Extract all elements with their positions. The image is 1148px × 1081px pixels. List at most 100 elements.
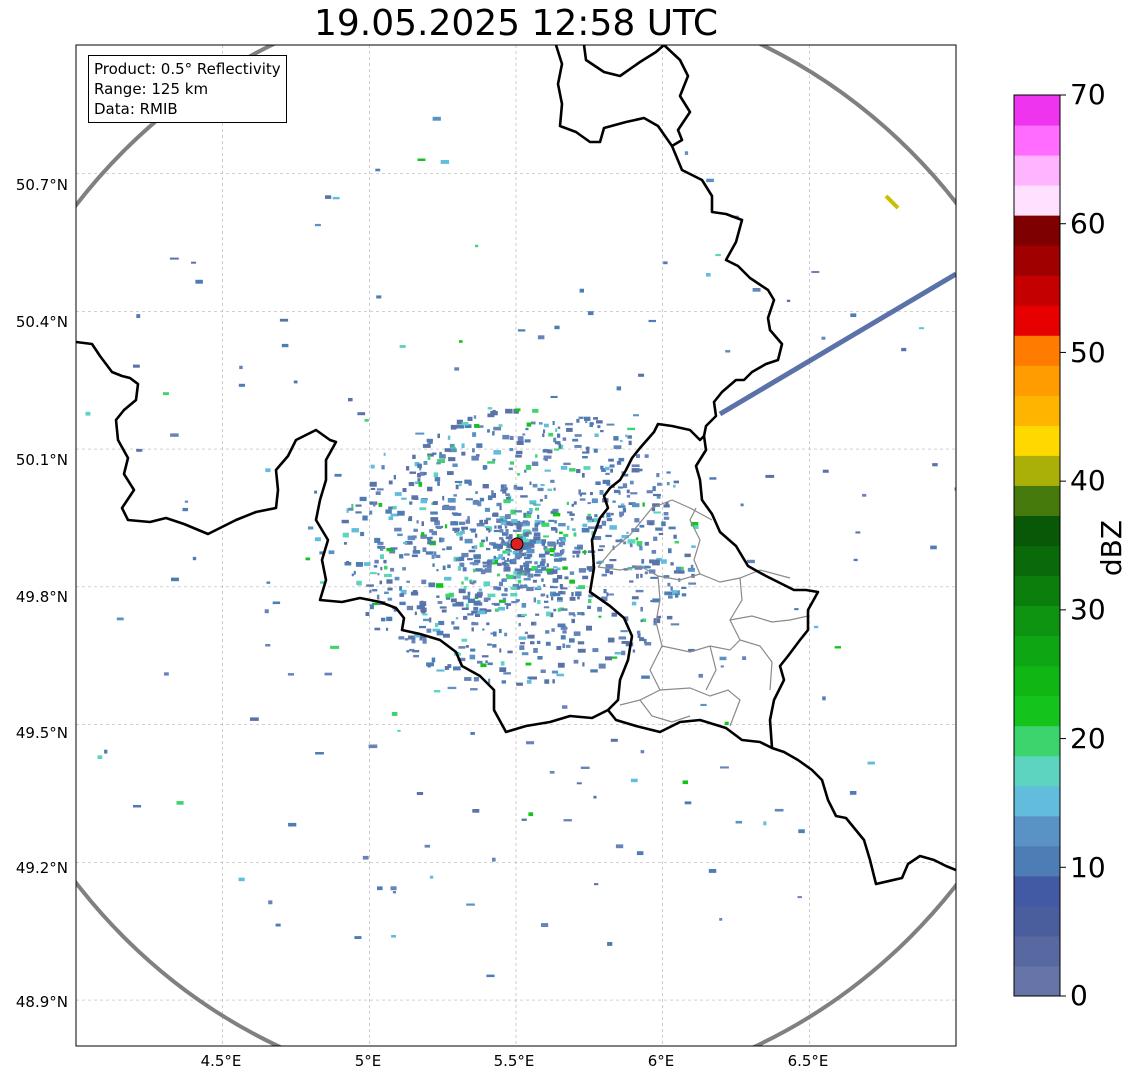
echo-pixel xyxy=(397,729,401,732)
echo-pixel xyxy=(447,471,454,475)
echo-pixel xyxy=(390,886,397,891)
echo-pixel xyxy=(436,526,442,529)
echo-pixel xyxy=(416,792,424,795)
echo-pixel xyxy=(539,499,543,502)
echo-pixel xyxy=(354,936,362,939)
echo-pixel xyxy=(648,521,654,526)
echo-pixel xyxy=(481,655,489,658)
echo-pixel xyxy=(441,609,447,613)
echo-pixel xyxy=(684,151,689,155)
echo-pixel xyxy=(475,244,479,248)
echo-pixel xyxy=(954,487,956,491)
echo-pixel xyxy=(681,586,687,589)
echo-pixel xyxy=(586,516,592,520)
echo-pixel xyxy=(544,458,548,462)
echo-pixel xyxy=(578,492,587,495)
echo-pixel xyxy=(504,632,508,637)
echo-pixel xyxy=(487,643,492,646)
echo-pixel xyxy=(550,569,558,574)
echo-pixel xyxy=(471,622,479,626)
echo-pixel xyxy=(516,573,521,579)
echo-pixel xyxy=(552,508,559,514)
echo-pixel xyxy=(615,844,624,849)
echo-pixel xyxy=(493,426,502,431)
echo-pixel xyxy=(452,527,460,531)
echo-pixel xyxy=(470,688,478,691)
echo-pixel xyxy=(419,635,427,639)
colorbar-tick-label: 50 xyxy=(1070,336,1106,369)
echo-pixel xyxy=(514,510,522,513)
echo-pixel xyxy=(853,558,858,562)
echo-pixel xyxy=(582,662,585,667)
echo-pixel xyxy=(380,566,383,571)
echo-pixel xyxy=(613,436,619,441)
echo-pixel xyxy=(579,498,586,501)
echo-pixel xyxy=(453,626,460,630)
echo-pixel xyxy=(393,607,397,612)
echo-pixel xyxy=(595,525,603,529)
echo-pixel xyxy=(448,592,454,598)
echo-pixel xyxy=(501,680,506,684)
echo-pixel xyxy=(642,502,645,507)
echo-pixel xyxy=(571,503,575,507)
echo-pixel xyxy=(238,877,245,882)
echo-pixel xyxy=(411,639,416,644)
echo-pixel xyxy=(499,505,502,511)
echo-pixel xyxy=(520,544,529,549)
echo-pixel xyxy=(653,618,661,624)
colorbar-tick-label: 60 xyxy=(1070,207,1106,240)
colorbar-segment xyxy=(1014,605,1060,637)
echo-pixel xyxy=(544,423,549,428)
echo-pixel xyxy=(465,603,469,609)
echo-pixel xyxy=(493,586,498,590)
echo-pixel xyxy=(588,569,594,572)
echo-pixel xyxy=(492,513,499,517)
echo-pixel xyxy=(636,541,643,546)
echo-pixel xyxy=(550,612,554,618)
echo-pixel xyxy=(675,593,679,598)
echo-pixel xyxy=(629,480,634,485)
echo-pixel xyxy=(392,505,397,510)
echo-pixel xyxy=(342,532,349,538)
echo-pixel xyxy=(429,617,432,623)
echo-pixel xyxy=(566,427,573,432)
echo-pixel xyxy=(435,554,441,558)
echo-pixel xyxy=(531,461,539,466)
echo-pixel xyxy=(512,529,521,532)
echo-pixel xyxy=(447,664,452,668)
y-tick-label: 50.4°N xyxy=(15,313,68,331)
echo-pixel xyxy=(537,335,545,340)
echo-pixel xyxy=(473,677,479,682)
echo-pixel xyxy=(482,561,489,564)
echo-pixel xyxy=(482,628,485,631)
echo-pixel xyxy=(618,636,627,640)
echo-pixel xyxy=(459,556,465,561)
echo-pixel xyxy=(472,568,476,573)
echo-pixel xyxy=(525,465,532,470)
echo-pixel xyxy=(586,446,590,452)
echo-pixel xyxy=(476,443,483,448)
echo-pixel xyxy=(347,507,354,511)
echo-pixel xyxy=(458,588,466,594)
colorbar-tick-label: 30 xyxy=(1070,593,1106,626)
echo-pixel xyxy=(348,398,353,402)
echo-pixel xyxy=(561,548,565,553)
echo-pixel xyxy=(626,531,629,534)
echo-pixel xyxy=(562,566,568,570)
echo-pixel xyxy=(427,442,431,445)
echo-pixel xyxy=(407,535,416,541)
echo-pixel xyxy=(621,650,626,656)
echo-pixel xyxy=(633,414,639,417)
colorbar-segment xyxy=(1014,425,1060,456)
echo-pixel xyxy=(583,466,591,470)
echo-pixel xyxy=(455,617,459,620)
echo-pixel xyxy=(467,591,471,596)
echo-pixel xyxy=(365,612,370,616)
echo-pixel xyxy=(450,521,458,526)
echo-pixel xyxy=(606,592,609,597)
echo-pixel xyxy=(171,577,179,582)
echo-pixel xyxy=(537,522,540,525)
colorbar-segment xyxy=(1014,185,1060,216)
echo-pixel xyxy=(426,438,433,443)
echo-pixel xyxy=(552,578,559,583)
